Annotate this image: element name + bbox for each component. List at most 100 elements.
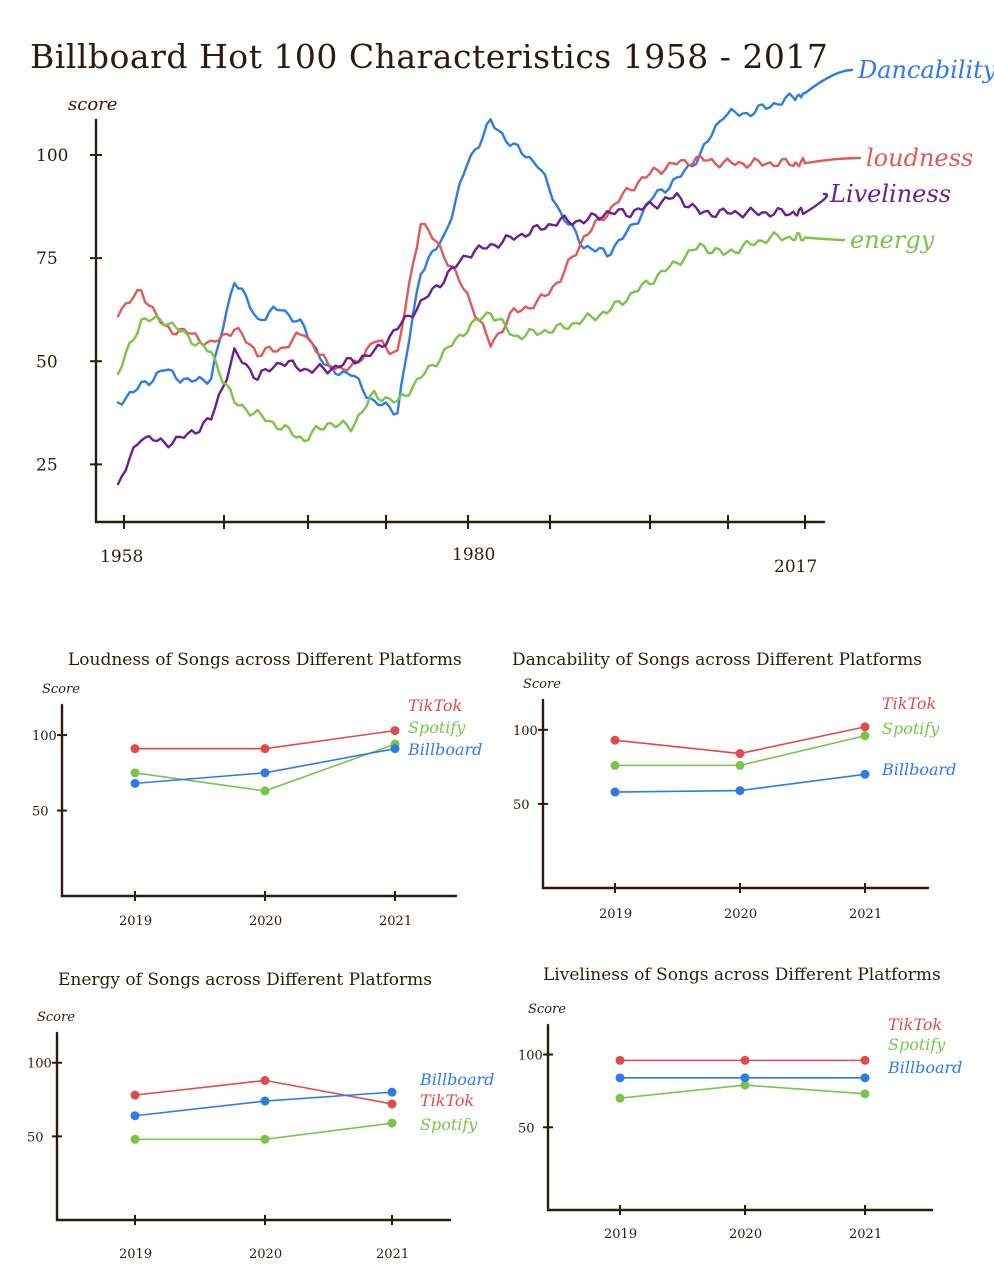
panel-1-billboard-point [260, 768, 270, 778]
panel-3-x-tick-label: 2020 [249, 1247, 282, 1262]
main-axes [94, 118, 826, 524]
panel-1-x-tick-label: 2021 [379, 914, 412, 929]
panel-3-x-tick-label: 2019 [119, 1247, 152, 1262]
panel-4-legend-billboard: Billboard [887, 1058, 962, 1077]
main-series-energy-line [116, 231, 807, 443]
panel-4-billboard-point [615, 1073, 625, 1083]
panel-3: Energy of Songs across Different Platfor… [27, 970, 494, 1262]
main-series-energy-leader [803, 236, 846, 242]
main-title: Billboard Hot 100 Characteristics 1958 -… [30, 37, 828, 76]
main-y-tick-label: 75 [36, 249, 58, 269]
panel-4: Liveliness of Songs across Different Pla… [518, 965, 962, 1242]
panel-1-spotify-point [130, 768, 140, 778]
panel-1-y-axis-title: Score [42, 682, 80, 697]
panel-4-spotify-point [740, 1080, 750, 1090]
panel-2-billboard-point [610, 787, 620, 797]
panel-1-y-tick-label: 50 [32, 805, 49, 820]
panel-2-y-tick-label: 50 [513, 798, 530, 813]
panel-2-legend-spotify: Spotify [882, 719, 940, 738]
main-series-liveliness-line [116, 192, 807, 486]
panel-4-legend-spotify: Spotify [888, 1035, 946, 1054]
panel-3-y-tick-label: 50 [27, 1130, 44, 1145]
panel-2-x-tick-label: 2020 [724, 907, 757, 922]
panel-4-x-tick-label: 2019 [604, 1227, 637, 1242]
main-series-dancability-leader [803, 68, 854, 95]
panel-1-tiktok-point [260, 744, 270, 754]
panel-1-legend-spotify: Spotify [408, 718, 466, 737]
panel-3-spotify-point [387, 1118, 397, 1128]
panel-4-axes [546, 1023, 934, 1212]
main-y-tick-label: 25 [36, 455, 58, 475]
panel-4-tiktok-point [860, 1055, 870, 1065]
panel-1-x-tick-label: 2019 [119, 914, 152, 929]
panel-3-legend-billboard: Billboard [419, 1070, 494, 1089]
panel-3-y-axis-title: Score [37, 1010, 75, 1025]
panel-3-billboard-point [387, 1087, 397, 1097]
panel-1-billboard-point [130, 778, 140, 788]
panel-4-spotify-point [860, 1089, 870, 1099]
panel-1: Loudness of Songs across Different Platf… [32, 650, 482, 929]
panel-4-x-tick-label: 2021 [849, 1227, 882, 1242]
panel-2-legend-tiktok: TikTok [882, 694, 936, 713]
panel-1-legend-tiktok: TikTok [408, 696, 462, 715]
main-x-tick-label: 1958 [100, 547, 143, 567]
panel-3-tiktok-point [260, 1075, 270, 1085]
panel-3-legend-tiktok: TikTok [420, 1091, 474, 1110]
panel-4-billboard-point [740, 1073, 750, 1083]
panel-4-tiktok-point [740, 1055, 750, 1065]
panel-1-legend-billboard: Billboard [407, 740, 482, 759]
main-series-energy-label: energy [850, 226, 935, 254]
main-x-tick-label: 1980 [452, 545, 495, 565]
main-series-dancability-line [116, 91, 807, 416]
panel-2-title: Dancability of Songs across Different Pl… [512, 650, 922, 670]
panel-2-tiktok-point [860, 722, 870, 732]
panel-4-y-axis-title: Score [528, 1002, 566, 1017]
panel-2-tiktok-point [610, 735, 620, 745]
main-series-dancability-label: Dancability [857, 56, 994, 84]
panel-1-tiktok-point [390, 726, 400, 736]
panel-4-y-tick-label: 100 [518, 1049, 543, 1064]
panel-2-tiktok-point [735, 749, 745, 759]
main-y-tick-label: 50 [36, 352, 58, 372]
panel-1-tiktok-point [130, 744, 140, 754]
panel-1-y-tick-label: 100 [32, 729, 57, 744]
panel-2-x-tick-label: 2021 [849, 907, 882, 922]
panel-4-x-tick-label: 2020 [729, 1227, 762, 1242]
panel-4-tiktok-point [615, 1055, 625, 1065]
main-series-liveliness-label: Liveliness [829, 180, 951, 208]
panel-3-legend-spotify: Spotify [420, 1115, 478, 1134]
main-series-loudness-leader [803, 156, 862, 165]
panel-3-x-tick-label: 2021 [376, 1247, 409, 1262]
panel-4-legend-tiktok: TikTok [888, 1015, 942, 1034]
panel-3-tiktok-point [387, 1099, 397, 1109]
panel-3-y-tick-label: 100 [27, 1057, 52, 1072]
panel-2-billboard-point [860, 769, 870, 779]
panel-2-spotify-point [860, 731, 870, 741]
main-chart: Billboard Hot 100 Characteristics 1958 -… [30, 37, 994, 577]
panel-2-billboard-point [735, 786, 745, 796]
panel-4-billboard-point [860, 1073, 870, 1083]
panel-2-spotify-point [610, 760, 620, 770]
main-series-liveliness-leader [803, 192, 829, 214]
main-y-tick-label: 100 [36, 146, 68, 166]
panel-4-title: Liveliness of Songs across Different Pla… [543, 965, 941, 985]
panel-3-billboard-point [130, 1111, 140, 1121]
panel-4-spotify-point [615, 1093, 625, 1103]
panel-4-y-tick-label: 50 [518, 1121, 535, 1136]
panel-2-spotify-point [735, 760, 745, 770]
panel-1-billboard-point [390, 744, 400, 754]
panel-2: Dancability of Songs across Different Pl… [512, 650, 956, 922]
panel-1-title: Loudness of Songs across Different Platf… [68, 650, 462, 670]
panel-1-spotify-point [260, 786, 270, 796]
panel-3-spotify-point [260, 1134, 270, 1144]
panel-2-legend-billboard: Billboard [881, 760, 956, 779]
panel-2-x-tick-label: 2019 [599, 907, 632, 922]
panel-3-tiktok-point [130, 1090, 140, 1100]
panel-3-billboard-point [260, 1096, 270, 1106]
main-series-loudness-label: loudness [866, 144, 973, 172]
panel-2-y-tick-label: 100 [513, 724, 538, 739]
panel-3-title: Energy of Songs across Different Platfor… [58, 970, 432, 990]
panel-2-y-axis-title: Score [523, 677, 561, 692]
main-y-axis-title: score [68, 94, 117, 115]
